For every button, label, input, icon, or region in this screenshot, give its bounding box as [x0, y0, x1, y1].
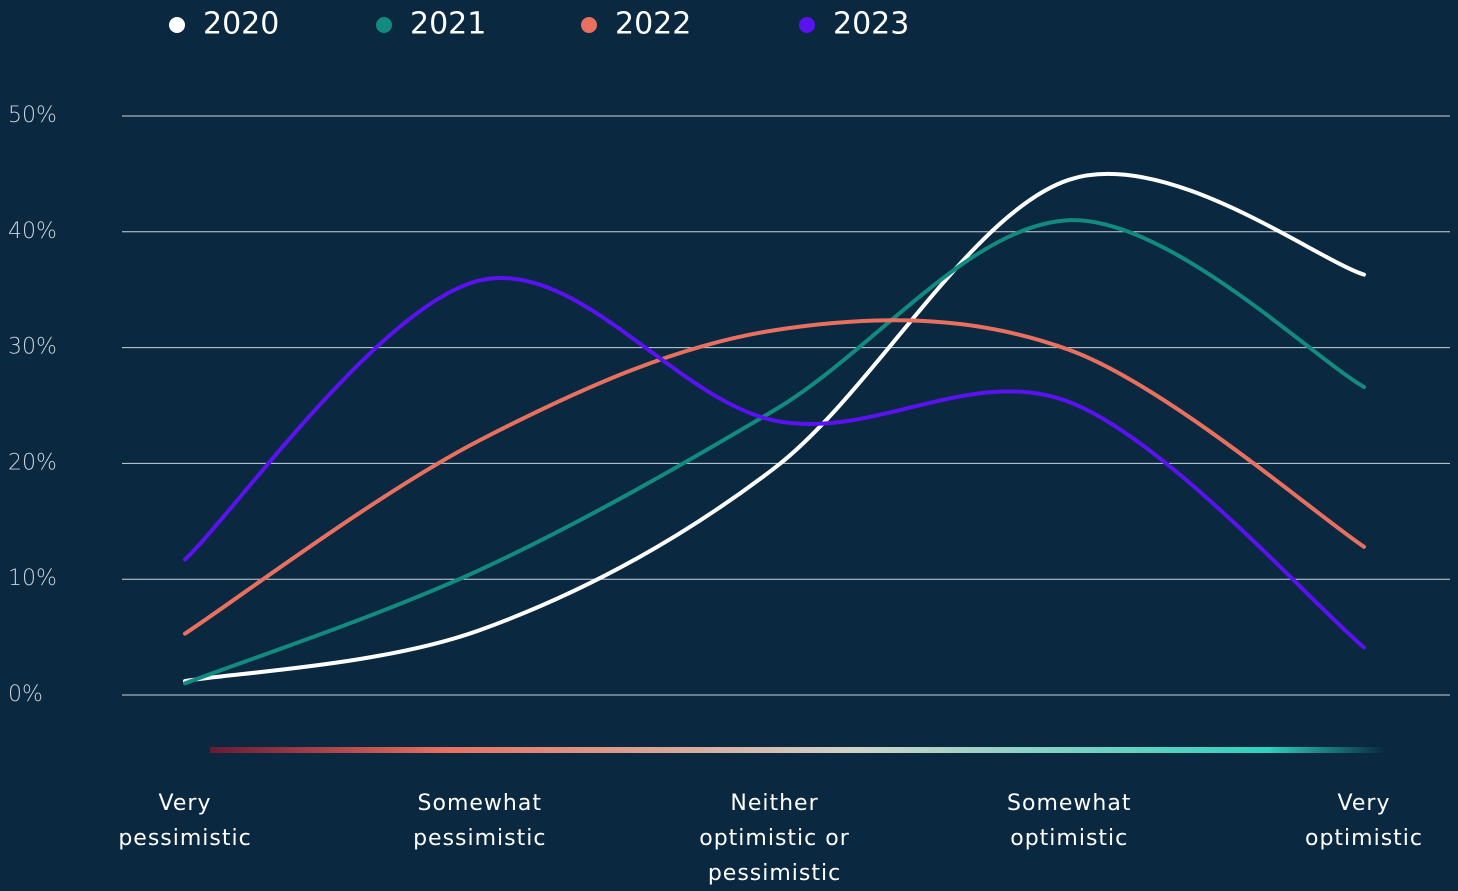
series-line — [183, 318, 1366, 636]
sentiment-scale — [210, 747, 1385, 753]
legend-marker — [376, 17, 392, 33]
legend-label: 2021 — [410, 7, 486, 42]
y-tick-label: 30% — [8, 335, 57, 360]
y-tick-label: 50% — [8, 103, 57, 128]
x-tick-label: Very pessimistic — [118, 791, 252, 851]
x-tick-label: Somewhat pessimistic — [413, 791, 547, 851]
series-line — [183, 218, 1366, 686]
legend-marker — [799, 17, 815, 33]
legend-label: 2020 — [203, 7, 279, 42]
y-tick-label: 0% — [8, 682, 43, 707]
y-tick-label: 10% — [8, 566, 57, 591]
legend-marker — [581, 17, 597, 33]
legend-label: 2023 — [833, 7, 909, 42]
x-tick-label: Somewhat optimistic — [1007, 791, 1132, 851]
legend-marker — [169, 17, 185, 33]
x-tick-label: Neither optimistic or pessimistic — [699, 791, 850, 886]
y-tick-label: 40% — [8, 219, 57, 244]
x-tick-label: Very optimistic — [1304, 791, 1423, 851]
series-line — [183, 172, 1366, 684]
series-line — [183, 276, 1366, 650]
legend-label: 2022 — [615, 7, 691, 42]
y-tick-label: 20% — [8, 450, 57, 475]
